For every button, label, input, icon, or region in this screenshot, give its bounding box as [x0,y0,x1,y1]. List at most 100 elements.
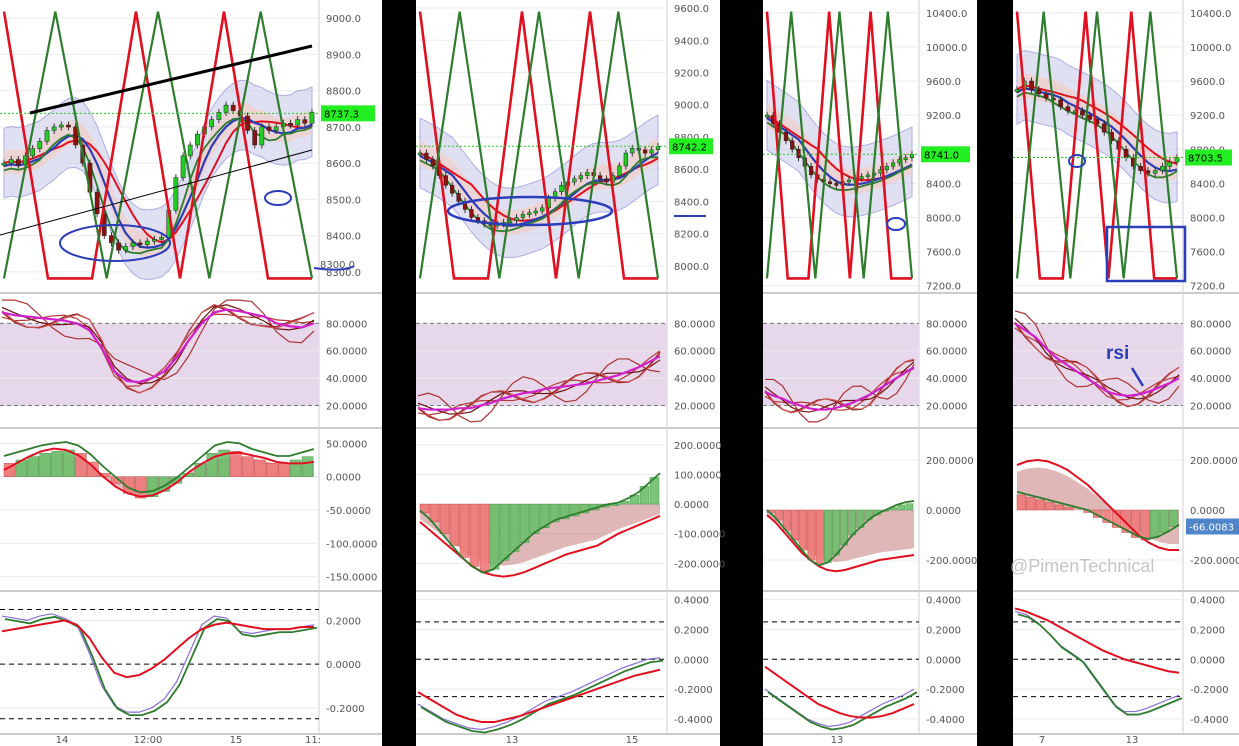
annotation-arrow [1130,367,1145,387]
macd-histogram-bar [1140,509,1150,541]
rsi-line [764,366,915,411]
osc-tick-label: 0.0000 [674,655,709,666]
macd-last-label: -66.0083 [1189,523,1234,534]
macd-tick-label: -100.0000 [674,530,725,541]
candle [643,149,648,154]
annotation-ellipse [264,190,292,206]
macd-histogram-bar [823,509,832,563]
macd-histogram-bar [230,451,242,477]
macd-histogram-bar [39,453,51,477]
stoch-zone [0,323,319,406]
macd-histogram-bar [1016,494,1026,511]
macd-histogram-bar [87,461,99,477]
rsi-line [417,355,661,411]
macd-tick-label: 200.0000 [1190,456,1238,467]
stoch-zone [763,323,919,406]
macd-histogram-bar [194,463,206,477]
stoch-line [764,358,915,414]
macd-histogram-bar [266,463,278,477]
osc-tick-label: 0.4000 [1190,595,1225,606]
candle [424,152,429,160]
macd-histogram-bar [905,503,914,511]
candle [783,131,788,141]
price-tick-label: 8000.0 [1190,214,1225,225]
candle [1160,166,1165,171]
osc-fast-line [1,613,315,713]
candle [884,166,889,170]
macd-histogram-bar [277,463,290,477]
macd-histogram-bar [1102,509,1112,523]
macd-line [766,500,915,567]
candle [520,214,526,218]
candle [66,124,71,128]
stoch-tick-label: 20.0000 [1190,401,1231,412]
stoch-line [764,363,915,423]
candle [302,119,308,124]
zigzag-red [765,11,912,280]
macd-tick-label: 0.0000 [326,473,361,484]
macd-histogram-bar [1169,509,1179,527]
osc-tick-label: 0.2000 [674,625,709,636]
candle [51,126,57,131]
macd-histogram-bar [3,463,16,477]
macd-histogram-bar [569,503,580,517]
candle [834,183,839,186]
zigzag-red [2,11,312,280]
macd-histogram-bar [449,503,460,546]
candle [159,237,164,240]
stoch-line [2,299,315,381]
zigzag-green [1015,11,1179,279]
osc-mid-line [767,691,918,731]
candle [144,240,150,245]
watermark: @PimenTechnical [1010,556,1154,576]
candle [475,217,481,221]
price-tick-label: 8200.0 [674,230,709,241]
osc-mid-line [4,615,318,717]
candle [180,155,186,178]
candle [1101,123,1107,133]
candle [865,174,870,178]
candle [1058,99,1063,107]
candle [649,149,654,154]
stoch-zone [416,323,667,406]
stoch-line [417,358,661,423]
x-tick-label: 13 [506,735,519,746]
stoch-zone [1013,323,1183,406]
macd-tick-label: -50.0000 [326,506,371,517]
osc-tick-label: 0.4000 [926,595,961,606]
macd-histogram-bar [27,456,40,477]
inner-band [420,137,658,236]
osc-tick-label: 0.2000 [926,625,961,636]
price-tick-label: 9200.0 [1190,111,1225,122]
x-tick-label: 13 [1126,735,1139,746]
last-price-tag [321,105,375,122]
price-tick-label: 10000.0 [926,43,967,54]
candle [1087,114,1093,120]
x-tick-label: 15 [230,735,243,746]
candle [152,239,157,242]
stoch-line [1014,310,1180,404]
candle [309,112,315,124]
macd-signal-line [3,447,315,498]
candle [1174,157,1180,163]
macd-histogram-bar [51,451,63,477]
rsi-annotation-text: rsi [1106,343,1129,364]
x-tick-label: 15 [626,735,639,746]
macd-histogram-bar [1054,504,1064,511]
candle [604,178,609,183]
macd-histogram-bar [791,509,799,541]
candle [578,175,583,180]
macd-histogram-bar [1150,509,1160,538]
candle [44,130,50,142]
stoch-tick-label: 40.0000 [674,374,715,385]
candle [443,175,448,186]
rsi-line [1,308,315,384]
stoch-tick-label: 20.0000 [326,401,367,412]
osc-tick-label: 0.0000 [926,655,961,666]
price-tick-label: 9200.0 [674,69,709,80]
macd-histogram-bar [206,453,218,477]
inner-band [767,102,912,194]
candle [514,217,519,221]
moving-average [3,120,313,244]
price-tick-label: 7200.0 [926,282,961,293]
